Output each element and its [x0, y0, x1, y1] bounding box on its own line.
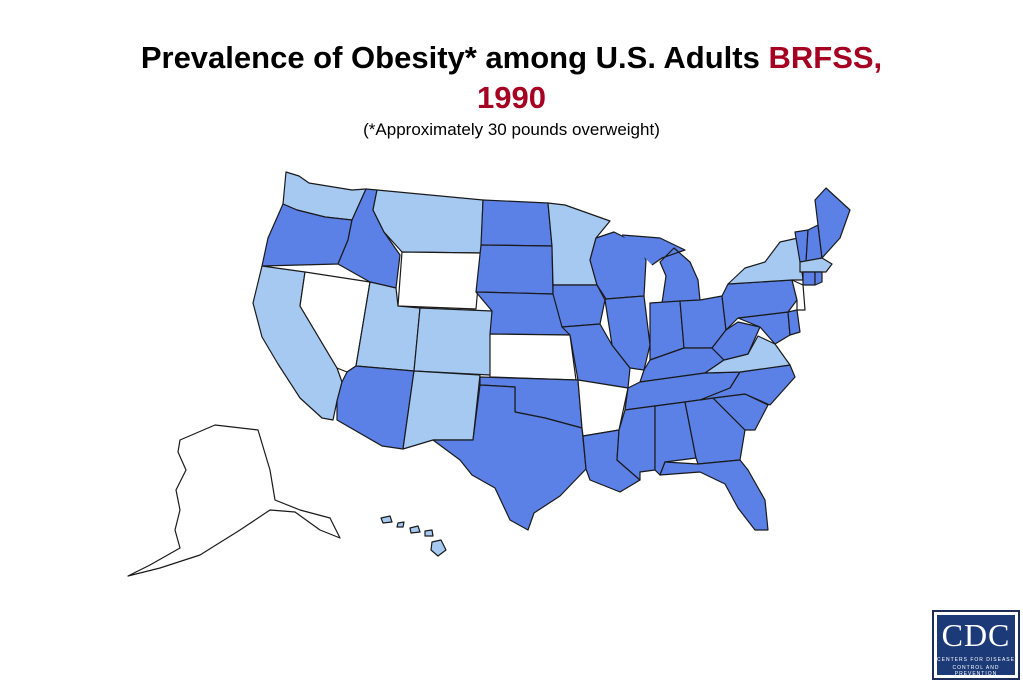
cdc-logo-letters: CDC [941, 617, 1011, 653]
state-nc [699, 364, 796, 406]
state-ma [799, 257, 833, 273]
state-az [336, 365, 415, 450]
state-ia [552, 284, 606, 328]
state-fl [659, 459, 769, 531]
state-ct [802, 271, 816, 286]
state-ak [127, 424, 341, 577]
state-il [604, 295, 651, 371]
state-mi [621, 234, 701, 304]
state-sd [475, 244, 554, 295]
title-main: Prevalence of Obesity* among U.S. Adults [140, 40, 760, 75]
state-mo [561, 323, 631, 389]
page-title: Prevalence of Obesity* among U.S. Adults… [62, 38, 962, 118]
cdc-logo-tagline-2: CONTROL AND PREVENTION [952, 665, 1000, 677]
state-co [413, 307, 493, 376]
cdc-logo: CDC CENTERS FOR DISEASE CONTROL AND PREV… [932, 610, 1020, 680]
state-tx [432, 384, 587, 531]
state-ks [489, 333, 577, 381]
state-ri [814, 271, 823, 286]
cdc-logo-panel: CDC CENTERS FOR DISEASE CONTROL AND PREV… [937, 615, 1015, 677]
state-me [814, 187, 851, 259]
state-nj [791, 279, 806, 311]
state-wy [397, 251, 482, 310]
state-hi [380, 515, 447, 557]
state-de [787, 309, 801, 336]
cdc-logo-tagline-1: CENTERS FOR DISEASE [937, 657, 1015, 663]
title-accent-source: BRFSS, [768, 40, 883, 75]
state-nd [480, 199, 553, 247]
state-nm [402, 370, 481, 450]
state-ny [727, 237, 804, 285]
title-block: Prevalence of Obesity* among U.S. Adults… [0, 38, 1023, 140]
title-accent-year: 1990 [477, 80, 546, 115]
page-subtitle: (*Approximately 30 pounds overweight) [363, 120, 660, 139]
